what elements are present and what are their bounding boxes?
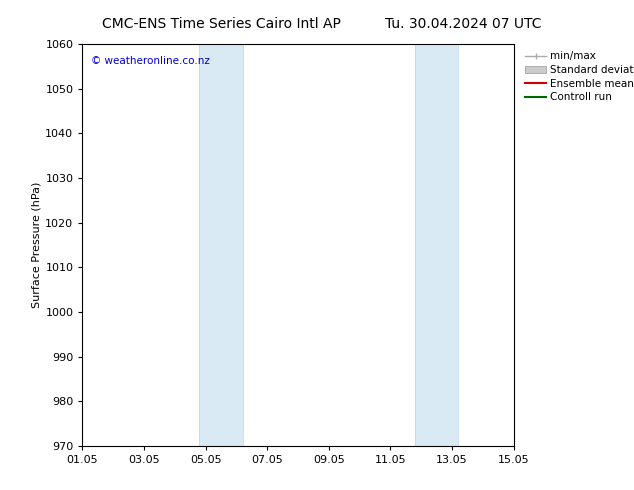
Text: © weatheronline.co.nz: © weatheronline.co.nz (91, 56, 210, 66)
Legend: min/max, Standard deviation, Ensemble mean run, Controll run: min/max, Standard deviation, Ensemble me… (523, 49, 634, 104)
Bar (415, 44, 458, 446)
Text: Tu. 30.04.2024 07 UTC: Tu. 30.04.2024 07 UTC (385, 17, 541, 31)
Y-axis label: Surface Pressure (hPa): Surface Pressure (hPa) (31, 182, 41, 308)
Bar (200, 44, 243, 446)
Text: CMC-ENS Time Series Cairo Intl AP: CMC-ENS Time Series Cairo Intl AP (103, 17, 341, 31)
